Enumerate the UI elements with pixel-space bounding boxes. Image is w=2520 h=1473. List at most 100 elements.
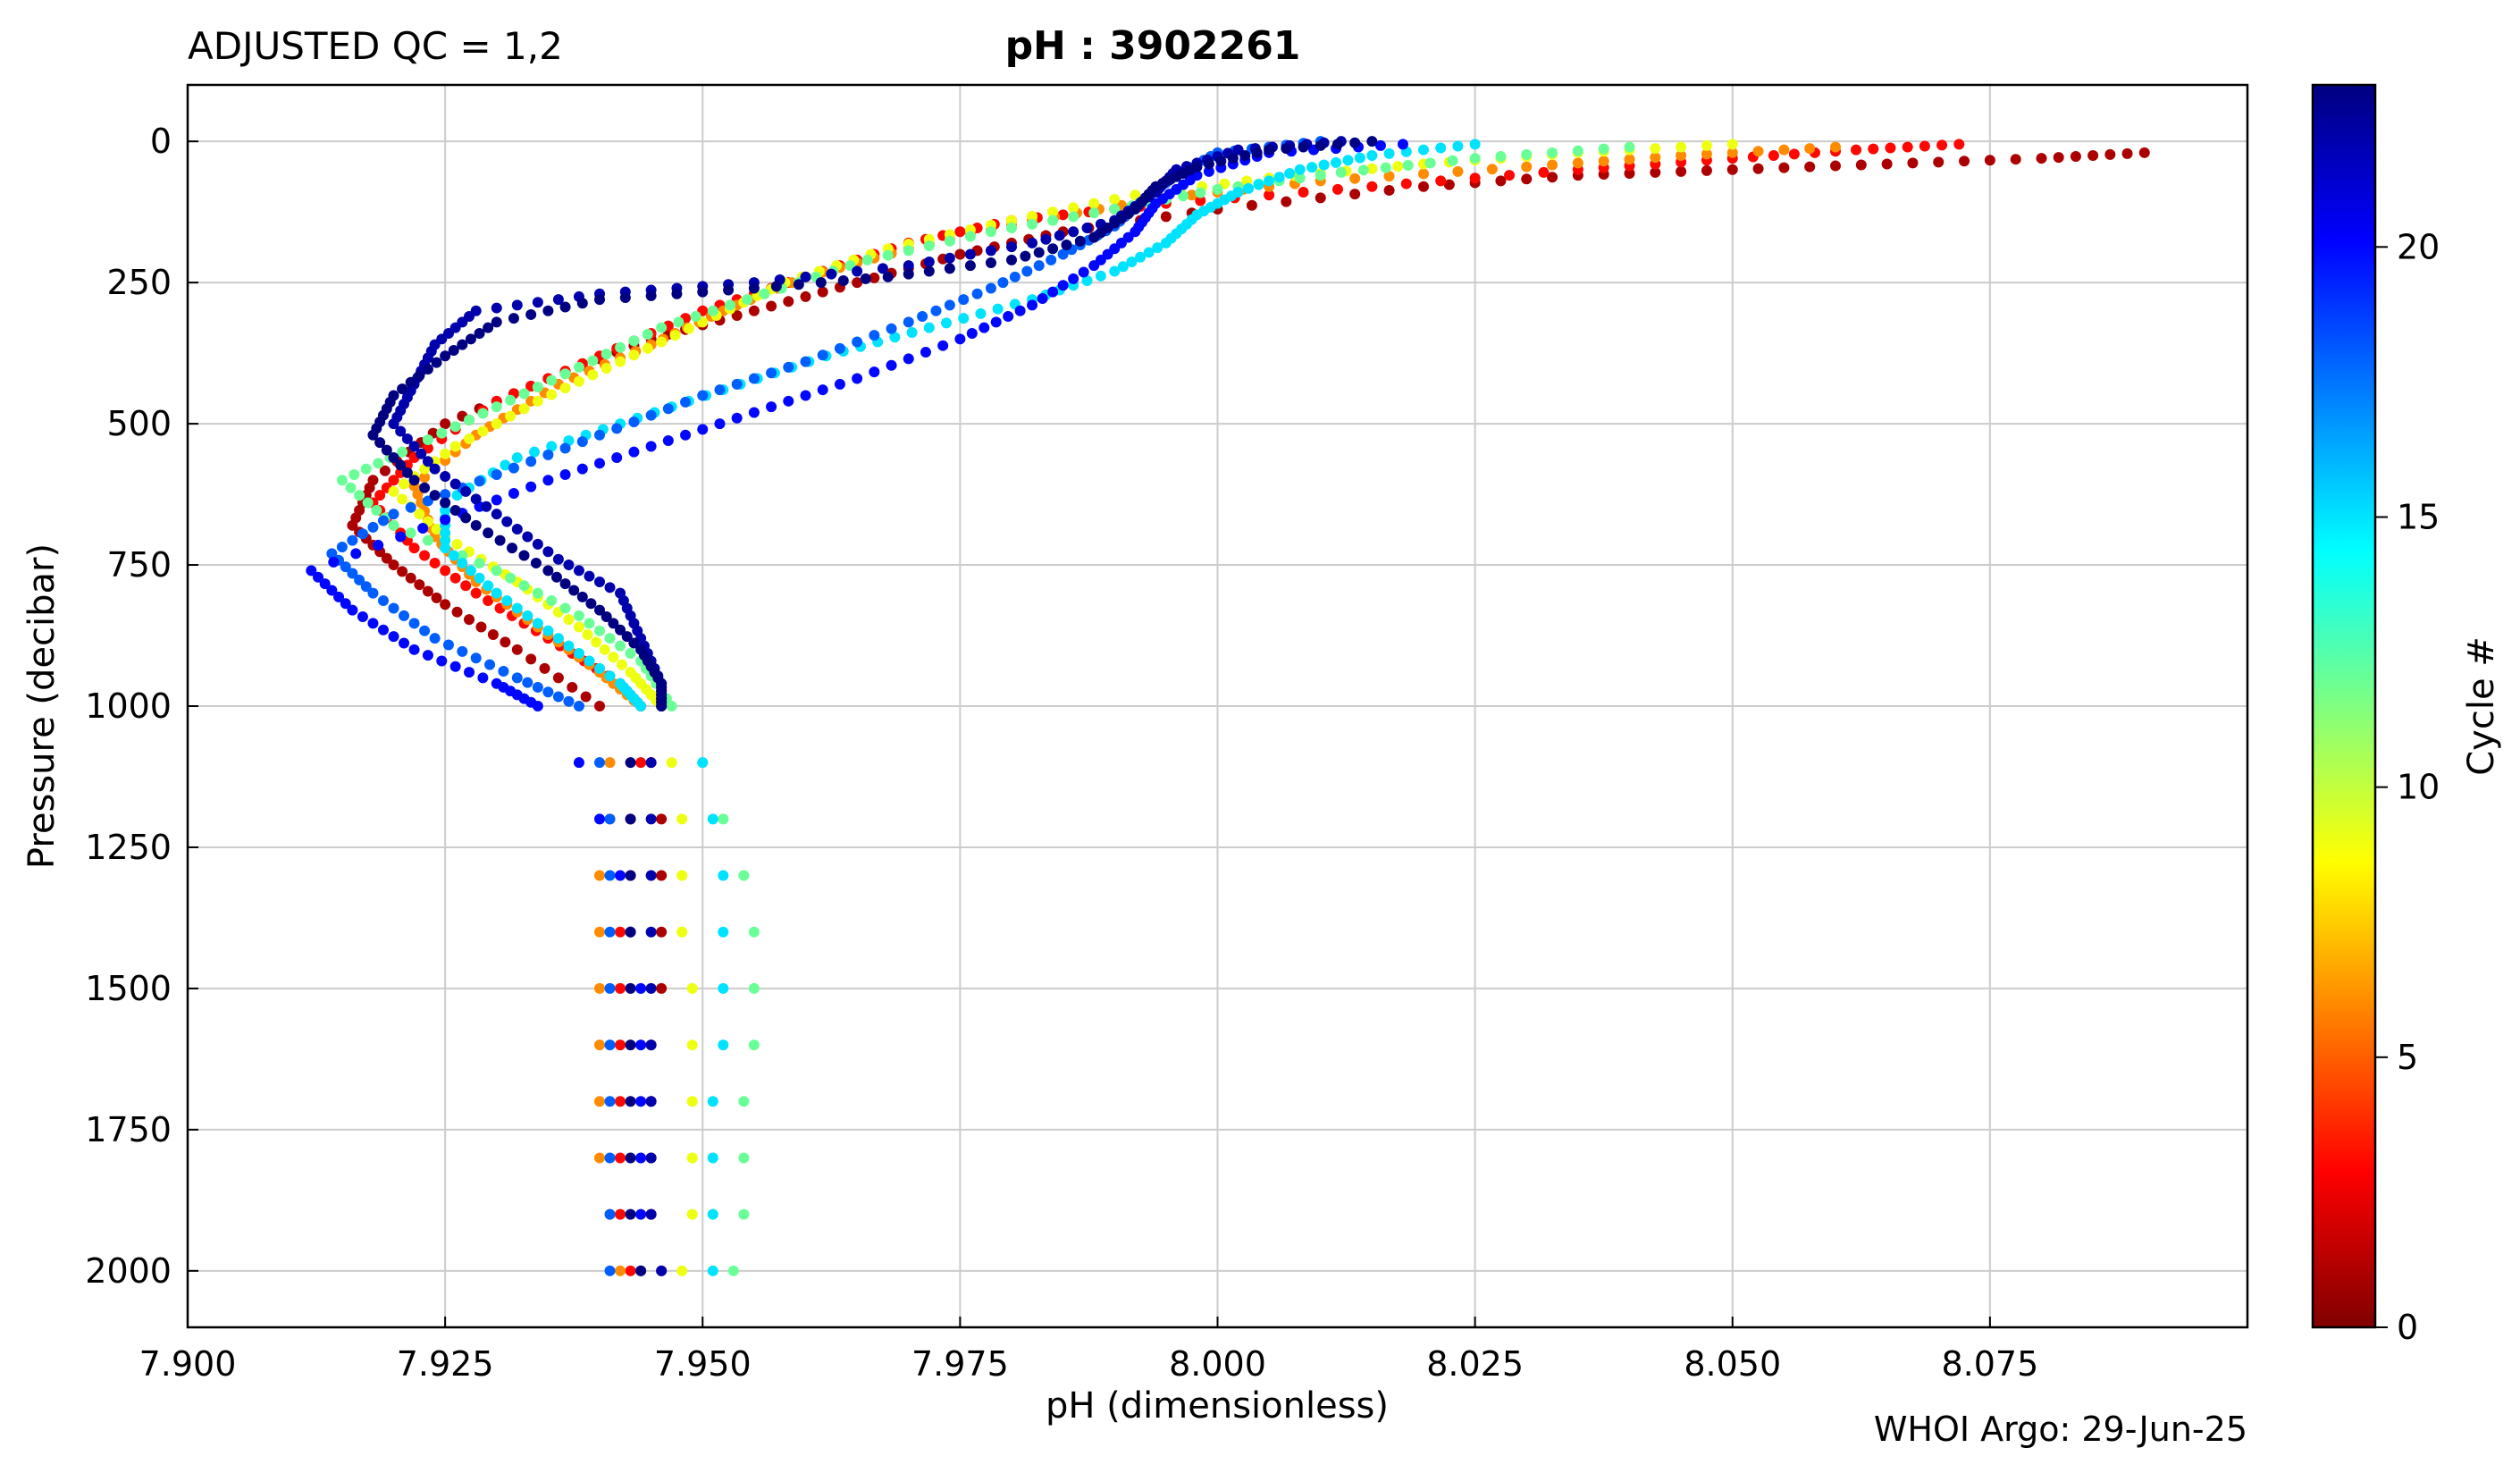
data-point: [1331, 156, 1342, 168]
data-point: [1040, 233, 1052, 245]
data-point: [1349, 137, 1361, 148]
data-point: [470, 493, 482, 505]
data-point: [405, 527, 416, 539]
data-point: [635, 757, 647, 769]
data-point: [619, 291, 631, 303]
data-point: [1357, 164, 1369, 176]
data-point: [460, 512, 472, 524]
data-point: [573, 621, 584, 633]
data-point: [1009, 271, 1021, 282]
data-point: [491, 468, 502, 480]
data-point: [680, 429, 692, 441]
data-point: [707, 305, 718, 316]
data-point: [587, 369, 599, 381]
data-point: [491, 316, 502, 328]
data-point: [440, 350, 451, 362]
data-point: [542, 475, 554, 486]
data-point: [336, 542, 348, 553]
data-point: [573, 648, 584, 660]
data-point: [494, 534, 506, 546]
data-point: [568, 585, 580, 596]
data-point: [373, 539, 384, 551]
data-point: [374, 437, 386, 449]
data-point: [1331, 183, 1343, 195]
data-point: [559, 468, 571, 480]
data-point: [1081, 223, 1093, 234]
data-point: [594, 294, 605, 306]
data-point: [388, 418, 399, 430]
data-point: [2121, 147, 2133, 159]
data-point: [615, 1152, 626, 1164]
data-point: [707, 1096, 718, 1107]
data-point: [1281, 196, 1292, 207]
data-point: [1885, 142, 1896, 154]
data-point: [431, 524, 442, 535]
data-point: [718, 813, 729, 825]
data-point: [1504, 170, 1516, 181]
data-point: [1400, 178, 1412, 189]
data-point: [676, 870, 688, 881]
data-point: [511, 602, 523, 614]
data-point: [800, 290, 811, 302]
data-point: [1521, 161, 1533, 173]
data-point: [594, 458, 605, 469]
data-point: [1239, 149, 1251, 161]
data-point: [573, 701, 584, 711]
data-point: [676, 1265, 688, 1276]
data-point: [1435, 175, 1447, 187]
grid: [188, 85, 2247, 1327]
data-point: [975, 307, 987, 319]
data-point: [546, 389, 558, 400]
data-point: [518, 580, 530, 592]
data-point: [800, 356, 811, 367]
data-point: [414, 509, 425, 520]
data-point: [944, 263, 955, 274]
data-point: [604, 870, 616, 881]
y-tick-label: 250: [106, 263, 172, 302]
data-point: [511, 452, 523, 463]
data-point: [397, 446, 408, 458]
data-point: [340, 561, 351, 573]
data-point: [436, 655, 448, 667]
data-point: [306, 565, 317, 577]
data-point: [642, 342, 653, 354]
data-point: [686, 1152, 698, 1164]
data-point: [656, 870, 668, 881]
data-point: [422, 650, 433, 661]
data-point: [457, 557, 468, 568]
data-point: [563, 695, 575, 707]
data-point: [419, 482, 431, 493]
data-point: [1624, 154, 1635, 165]
data-point: [615, 356, 626, 367]
data-point: [522, 677, 533, 688]
data-point: [449, 478, 461, 490]
data-point: [511, 524, 523, 535]
data-point: [414, 370, 425, 382]
data-point: [529, 446, 541, 458]
data-point: [419, 625, 431, 636]
data-point: [817, 349, 828, 361]
data-point: [1919, 140, 1930, 152]
data-point: [724, 299, 735, 311]
data-point: [357, 528, 368, 540]
data-point: [738, 1096, 750, 1107]
data-point: [599, 644, 610, 655]
data-point: [1117, 261, 1129, 273]
data-point: [563, 640, 575, 652]
data-point: [431, 592, 442, 603]
data-point: [1676, 149, 1687, 161]
data-point: [1037, 293, 1048, 305]
data-point: [1298, 187, 1309, 198]
data-point: [1452, 165, 1464, 177]
data-point: [731, 378, 743, 390]
data-point: [766, 367, 777, 379]
data-point: [422, 433, 433, 445]
data-point: [625, 757, 636, 769]
data-point: [1284, 167, 1296, 179]
data-point: [477, 672, 489, 684]
data-point: [666, 757, 677, 769]
data-point: [1650, 152, 1661, 164]
data-point: [707, 813, 718, 825]
data-point: [429, 463, 441, 475]
data-point: [388, 602, 399, 614]
